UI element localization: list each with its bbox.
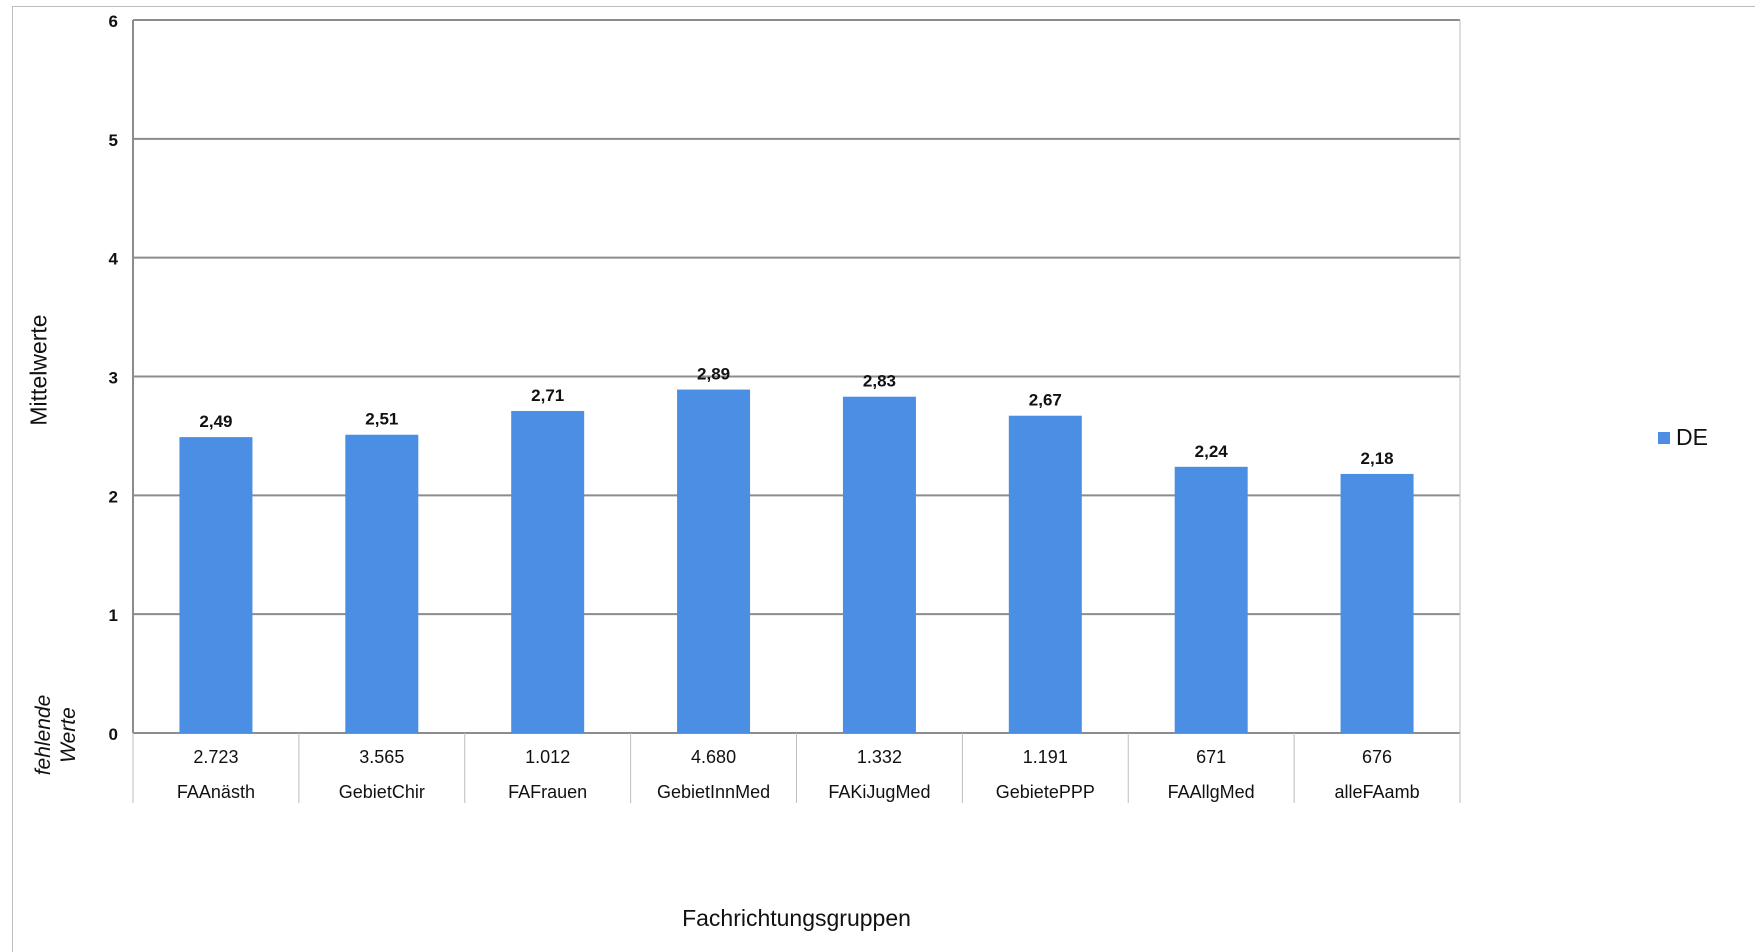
bar [345,434,419,733]
legend-swatch-de [1658,431,1670,444]
bar [677,389,751,733]
missing-count-label: 2.723 [193,747,238,767]
missing-count-label: 676 [1362,747,1392,767]
legend-label-de: DE [1676,424,1708,450]
data-label: 2,67 [1029,391,1062,410]
category-label: FAAnästh [177,782,255,802]
missing-values-label-line1: fehlende [32,694,55,776]
category-label: GebietInnMed [657,782,770,802]
missing-count-label: 1.012 [525,747,570,767]
x-axis-title: Fachrichtungsgruppen [682,905,911,931]
data-label: 2,51 [365,410,398,429]
y-axis-title-text: Mittelwerte [25,314,52,426]
bar [1340,473,1414,733]
data-label: 2,24 [1195,442,1229,461]
y-tick-label: 2 [109,487,118,506]
category-label: GebietChir [339,782,425,802]
bar [511,410,585,733]
category-label: FAAllgMed [1168,782,1255,802]
y-tick-label: 1 [109,606,118,625]
category-label: alleFAamb [1335,782,1420,802]
y-tick-label: 3 [109,369,118,388]
category-label: GebietePPP [996,782,1095,802]
bar [1008,415,1082,733]
missing-values-label-line2: Werte [57,707,80,763]
category-label: FAFrauen [508,782,587,802]
legend: DE [1658,424,1708,451]
bar [842,396,916,733]
missing-count-label: 671 [1196,747,1226,767]
y-tick-label: 0 [109,725,118,744]
missing-count-label: 1.332 [857,747,902,767]
data-label: 2,83 [863,372,896,391]
data-label: 2,89 [697,365,730,384]
data-label: 2,49 [199,412,232,431]
data-label: 2,18 [1361,449,1394,468]
bar [1174,466,1248,733]
y-tick-label: 6 [109,12,118,31]
data-label: 2,71 [531,386,564,405]
missing-count-label: 3.565 [359,747,404,767]
missing-values-label: fehlende Werte [26,680,86,790]
missing-count-label: 1.191 [1023,747,1068,767]
bar [179,437,253,733]
y-axis-title: Mittelwerte [14,240,64,500]
y-tick-label: 5 [109,131,118,150]
missing-count-label: 4.680 [691,747,736,767]
category-label: FAKiJugMed [828,782,930,802]
y-tick-label: 4 [109,250,119,269]
chart-frame [12,6,1755,952]
